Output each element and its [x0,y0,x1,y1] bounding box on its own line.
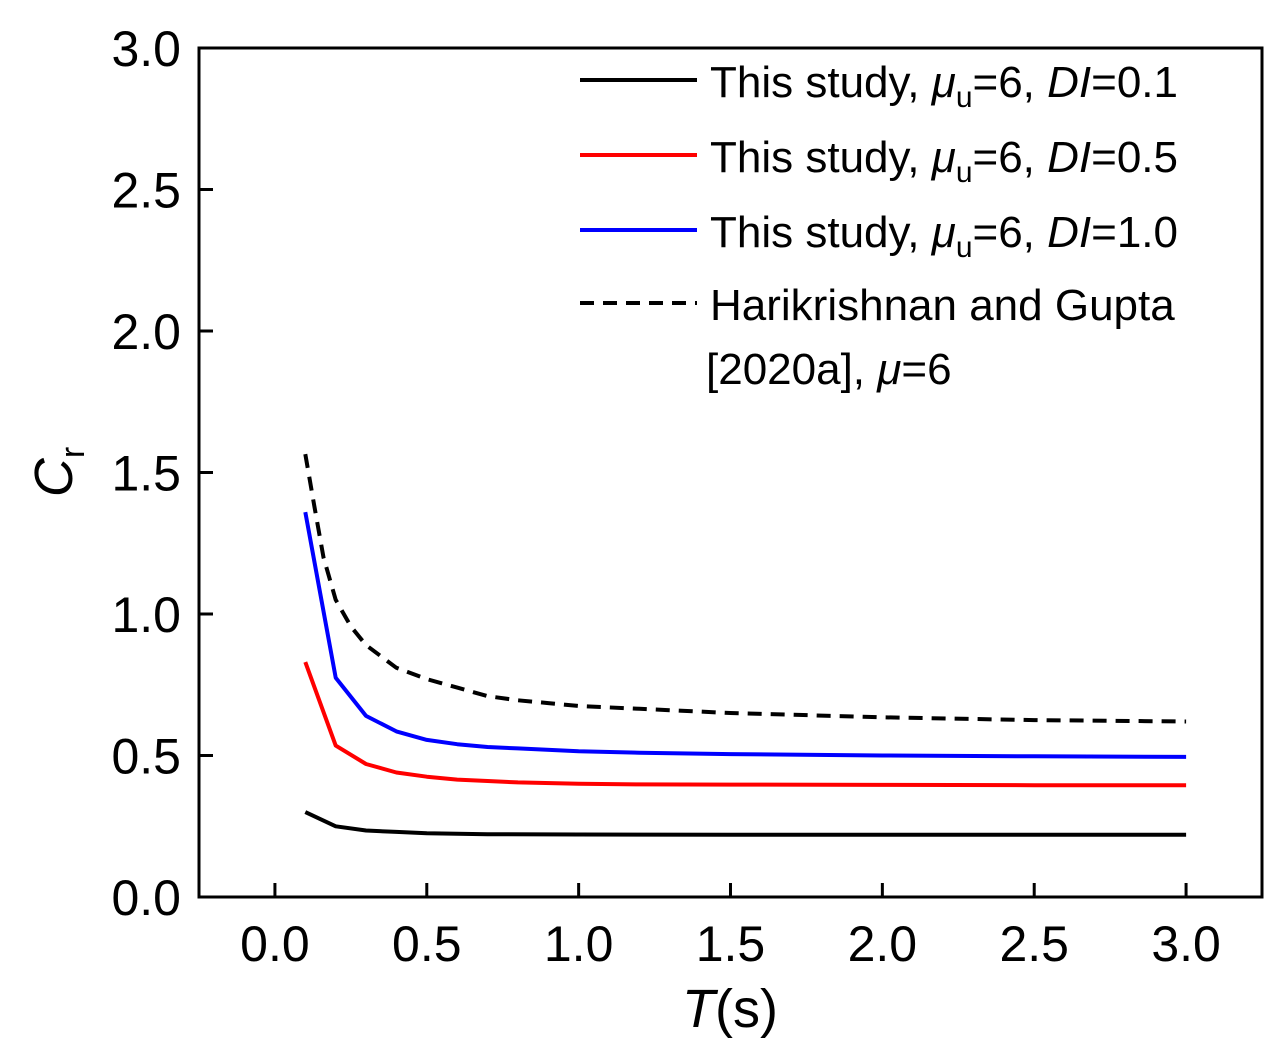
x-tick-label: 1.0 [544,916,614,972]
legend-label-0: This study, μu=6, DI=0.1 [710,58,1178,114]
series-line-1 [303,661,1187,788]
x-tick-label: 0.5 [392,916,462,972]
x-tick-label: 2.5 [999,916,1069,972]
series-line-0 [304,810,1187,837]
x-tick-label: 2.0 [848,916,918,972]
y-tick-label: 2.0 [111,304,181,360]
y-tick-label: 2.5 [111,163,181,219]
legend-label-2: This study, μu=6, DI=1.0 [710,208,1178,264]
legend: This study, μu=6, DI=0.1 This study, μu=… [580,58,1178,394]
y-tick-label: 1.5 [111,446,181,502]
legend-label-3-cont: [2020a], μ=6 [706,345,952,394]
y-tick-label: 0.0 [111,870,181,926]
x-tick-label: 0.0 [240,916,310,972]
legend-label-1: This study, μu=6, DI=0.5 [710,133,1178,189]
x-tick-label: 3.0 [1151,916,1221,972]
series-line-2 [303,511,1187,759]
legend-label-3: Harikrishnan and Gupta [710,281,1175,330]
series-line-3 [303,453,1187,724]
y-tick-label: 3.0 [111,21,181,77]
x-tick-label: 1.5 [696,916,766,972]
y-tick-label: 0.5 [111,729,181,785]
x-axis-label: T(s) [682,979,778,1039]
y-axis-label: Cr [24,447,92,497]
y-tick-label: 1.0 [111,587,181,643]
